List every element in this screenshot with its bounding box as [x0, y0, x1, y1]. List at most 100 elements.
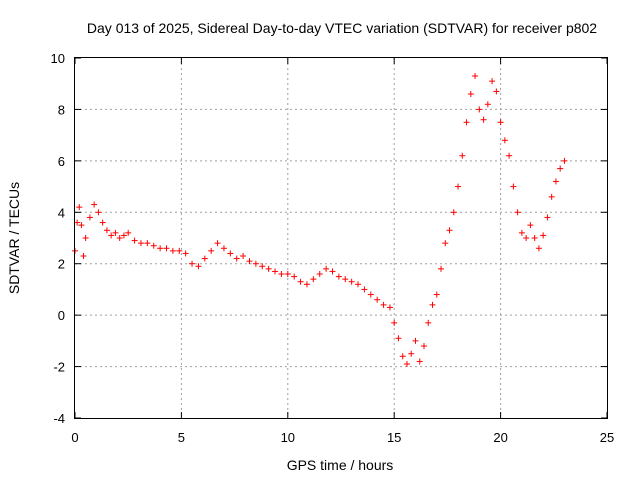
data-point [514, 209, 521, 216]
data-point [455, 183, 462, 190]
data-point [493, 88, 500, 95]
data-point [195, 263, 202, 270]
data-point [438, 265, 445, 272]
data-point [284, 271, 291, 277]
data-point [131, 237, 138, 244]
data-point [335, 273, 342, 280]
data-point [103, 227, 110, 234]
data-point [361, 286, 368, 293]
y-tick-label: -2 [53, 360, 65, 375]
data-point [144, 240, 151, 247]
data-point [501, 137, 508, 144]
data-point [86, 214, 93, 221]
data-point [201, 255, 208, 262]
data-point [544, 214, 551, 221]
data-point [450, 209, 457, 216]
data-point [125, 229, 132, 236]
data-point [484, 101, 491, 108]
data-point [412, 337, 419, 344]
data-point [480, 116, 487, 123]
data-point [433, 291, 440, 298]
data-point [252, 260, 259, 267]
x-tick-label: 20 [493, 430, 507, 445]
data-point [99, 219, 106, 226]
y-axis-label: SDTVAR / TECUs [6, 182, 22, 294]
data-point [220, 245, 227, 252]
data-point [297, 278, 304, 285]
data-point [214, 240, 221, 247]
x-axis-label: GPS time / hours [287, 457, 394, 473]
data-point [367, 291, 374, 298]
data-point [116, 235, 123, 241]
data-points [72, 73, 568, 367]
chart-title: Day 013 of 2025, Sidereal Day-to-day VTE… [87, 20, 597, 36]
data-point [329, 268, 336, 275]
data-point [108, 232, 115, 239]
data-point [557, 165, 564, 172]
y-tick-label: 6 [58, 154, 65, 169]
data-point [259, 263, 266, 270]
data-point [386, 304, 393, 311]
data-point [467, 91, 474, 97]
data-point [408, 350, 415, 357]
data-point [323, 265, 330, 272]
data-point [112, 229, 119, 236]
data-point [420, 343, 427, 349]
data-point [506, 152, 513, 159]
data-point [403, 361, 410, 367]
data-point [78, 222, 85, 229]
data-point [425, 319, 432, 326]
data-point [82, 235, 89, 241]
x-tick-label: 0 [71, 430, 78, 445]
data-point [189, 260, 196, 267]
grid [75, 58, 607, 418]
y-tick-label: 8 [58, 102, 65, 117]
data-point [163, 245, 170, 252]
data-point [531, 235, 538, 241]
data-point [316, 271, 323, 277]
y-tick-label: 0 [58, 308, 65, 323]
data-point [169, 247, 176, 254]
data-point [429, 301, 436, 308]
data-point [137, 240, 144, 247]
data-point [463, 119, 470, 126]
data-point [208, 247, 215, 254]
data-point [535, 245, 542, 252]
data-point [342, 276, 349, 283]
data-point [380, 301, 387, 308]
data-point [442, 240, 449, 247]
x-tick-label: 10 [281, 430, 295, 445]
data-point [95, 209, 102, 216]
data-point [265, 265, 272, 272]
data-point [348, 278, 355, 285]
data-point [527, 222, 534, 229]
data-point [355, 281, 362, 288]
data-point [459, 152, 466, 159]
data-point [91, 201, 98, 208]
data-point [510, 183, 517, 190]
x-tick-label: 15 [387, 430, 401, 445]
data-point [303, 281, 310, 288]
y-tick-label: -4 [53, 411, 65, 426]
data-point [399, 353, 406, 360]
data-point [497, 119, 504, 126]
data-point [561, 157, 568, 164]
data-point [74, 219, 81, 226]
plot-frame [74, 57, 608, 419]
data-point [182, 250, 189, 257]
x-tick-label: 5 [178, 430, 185, 445]
data-point [80, 253, 87, 259]
y-tick-label: 2 [58, 257, 65, 272]
axis-ticks [74, 57, 608, 419]
data-point [246, 258, 253, 265]
data-point [446, 227, 453, 234]
data-point [518, 229, 525, 236]
y-tick-label: 4 [58, 205, 65, 220]
data-point [120, 232, 127, 239]
data-point [157, 245, 164, 252]
data-point [416, 358, 423, 365]
data-point [176, 247, 183, 254]
x-tick-label: 25 [600, 430, 614, 445]
data-point [374, 296, 381, 303]
